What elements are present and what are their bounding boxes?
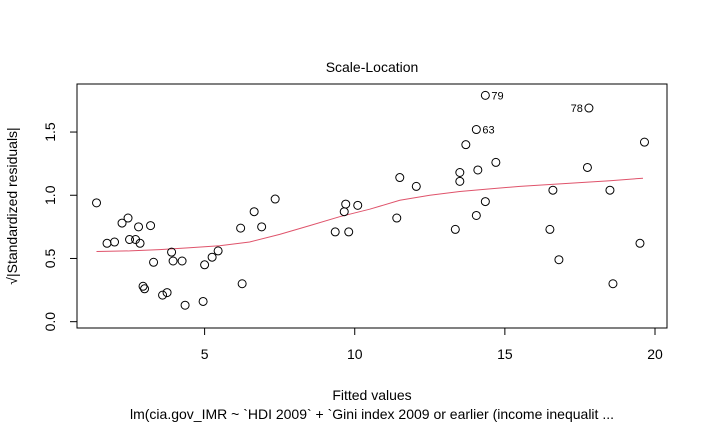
y-axis: 0.0 0.5 1.0 1.5 [42,122,78,332]
data-point [471,210,481,220]
data-point [207,252,217,262]
y-tick-label: 1.5 [42,122,58,142]
data-point [92,198,102,208]
data-point [162,288,172,298]
data-point [123,213,133,223]
data-point [605,185,615,195]
data-point [353,200,363,210]
data-point [639,137,649,147]
x-tick-label: 15 [497,346,513,362]
data-point [450,224,460,234]
data-point [341,199,351,209]
y-tick-label: 0.5 [42,249,58,269]
smooth-line [96,177,644,252]
data-point [339,207,349,217]
data-point [257,222,267,232]
chart-subtitle: lm(cia.gov_IMR ~ `HDI 2009` + `Gini inde… [130,406,614,422]
y-axis-label: √|Standardized residuals| [4,127,20,284]
data-point [213,246,223,256]
data-point [177,256,187,266]
data-point [584,103,594,113]
data-point [110,237,120,247]
x-axis-label: Fitted values [332,387,411,403]
data-point [198,296,208,306]
data-point [480,90,490,100]
point-label: 63 [482,125,494,137]
data-point [480,197,490,207]
data-point [270,194,280,204]
x-axis: 5 10 15 20 [201,327,663,362]
data-point [149,257,159,267]
data-point [167,247,177,257]
data-point [461,140,471,150]
data-point [200,260,210,270]
data-point [608,279,618,289]
data-point [392,213,402,223]
data-point [491,157,501,167]
data-point [125,235,135,245]
data-point [395,173,405,183]
data-point [635,238,645,248]
data-point [135,238,145,248]
data-point [554,255,564,265]
point-label: 79 [491,90,503,102]
data-point [236,223,246,233]
y-tick-label: 0.0 [42,312,58,332]
data-point [344,227,354,237]
y-tick-label: 1.0 [42,185,58,205]
point-label: 78 [571,103,583,115]
data-point [146,221,156,231]
chart-title: Scale-Location [326,59,419,75]
data-point [117,218,127,228]
x-tick-label: 20 [647,346,663,362]
data-point [180,300,190,310]
data-point [140,284,150,294]
data-point [237,279,247,289]
data-point [330,227,340,237]
data-point [249,207,259,217]
data-point [548,185,558,195]
data-point [545,224,555,234]
data-point [168,256,178,266]
x-tick-label: 5 [201,346,209,362]
data-point [471,125,481,135]
data-point [582,162,592,172]
plot-frame [76,83,668,329]
data-points: 63 79 78 [92,90,649,310]
data-point [455,167,465,177]
data-point [102,238,112,248]
data-point [411,181,421,191]
x-tick-label: 10 [347,346,363,362]
data-point [455,176,465,186]
data-point [473,165,483,175]
data-point [138,281,148,291]
data-point [134,222,144,232]
data-point [158,290,168,300]
